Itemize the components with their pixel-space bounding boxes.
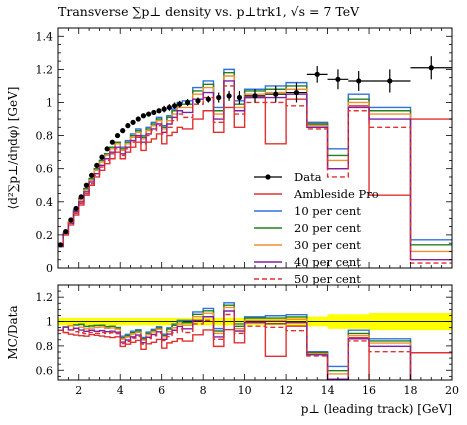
ratio-line-3 [58,306,412,380]
data-point [146,111,152,117]
data-point [428,65,434,71]
x-tick-label-5: 12 [279,384,293,397]
legend-label-2: 10 per cent [294,204,361,218]
data-point [387,78,393,84]
y-tick-label-3: 0.6 [36,163,54,176]
data-point [177,101,183,107]
x-tick-label-4: 10 [238,384,252,397]
data-point [125,123,131,129]
data-point [171,103,178,109]
x-tick-label-0: 2 [75,384,82,397]
data-point [109,139,115,145]
legend-label-1: Ambleside Pro [293,187,379,201]
legend: Data Ambleside Pro 10 per cent 20 per cent 3… [254,170,379,286]
y-tick-label-5: 1 [46,96,53,109]
data-point [226,93,232,99]
series-line-0 [58,96,452,248]
x-tick-label-9: 20 [445,384,459,397]
main-panel: 0 0.2 0.4 0.6 0.8 1 1.2 1.4 ⟨d²∑p⊥/dηdφ⟩ [GeV] [6,27,453,275]
x-tick-label-1: 4 [117,384,124,397]
data-point [114,132,121,139]
data-point [120,128,126,134]
ratio-panel: 2 4 6 8 10 12 14 16 18 20 0.6 0.8 1 1.2 MC/Data p⊥ (lea… [6,284,459,416]
data-point [195,98,201,104]
legend-label-4: 30 per cent [294,238,361,252]
data-point [252,93,258,99]
data-point [73,205,79,212]
series-line-5 [58,85,452,264]
data-point [166,104,172,111]
data-point [130,119,136,125]
ratio-y-axis-label: MC/Data [6,305,20,359]
data-point [293,89,300,96]
data-point [156,108,162,114]
data-point [236,94,243,101]
data-point [104,146,110,152]
x-tick-label-6: 14 [321,384,335,397]
main-frame [57,27,453,269]
y-tick-label-6: 1.2 [36,63,54,76]
data-point [151,109,157,116]
data-point [68,217,74,223]
data-point [335,76,341,82]
data-point [94,162,100,168]
y-axis-label: ⟨d²∑p⊥/dηdφ⟩ [GeV] [6,87,20,210]
chart-title: Transverse ∑p⊥ density vs. p⊥trk1, √s = … [58,4,360,19]
legend-label-0: Data [294,170,322,184]
x-tick-label-2: 6 [158,384,165,397]
legend-label-6: 50 per cent [294,272,361,286]
x-axis-label: p⊥ (leading track) [GeV] [301,402,452,416]
ratio-y-tick-label-3: 1.2 [36,291,54,304]
y-tick-label-1: 0.2 [36,229,54,242]
data-point [273,91,279,97]
y-tick-label-0: 0 [46,262,53,275]
data-point [314,71,320,77]
legend-data-marker [265,174,271,180]
chart-title-text: Transverse ∑p⊥ density vs. p⊥trk1, √s = … [58,4,360,19]
data-point [78,194,84,200]
legend-label-3: 20 per cent [294,221,361,235]
ratio-y-tick-label-1: 0.8 [36,340,54,353]
data-point [88,172,95,178]
data-point [161,106,167,112]
x-tick-label-8: 18 [404,384,418,397]
data-point [140,113,147,119]
y-tick-label-4: 0.8 [36,130,54,143]
data-point [216,94,222,101]
data-point [99,154,105,160]
ratio-line-5 [58,313,412,380]
ratio-y-tick-label-2: 1 [46,316,53,329]
data-point [135,116,141,122]
data-point [63,228,69,235]
ratio-y-tick-label-0: 0.6 [36,364,54,377]
y-tick-label-7: 1.4 [36,30,54,43]
data-point [205,96,211,102]
data-point [185,99,191,106]
data-point [356,78,362,84]
y-tick-label-2: 0.4 [36,196,54,209]
data-point [83,182,90,188]
x-tick-label-7: 16 [362,384,376,397]
legend-label-5: 40 per cent [294,255,361,269]
ratio-line-0 [58,322,452,380]
x-tick-label-3: 8 [200,384,207,397]
